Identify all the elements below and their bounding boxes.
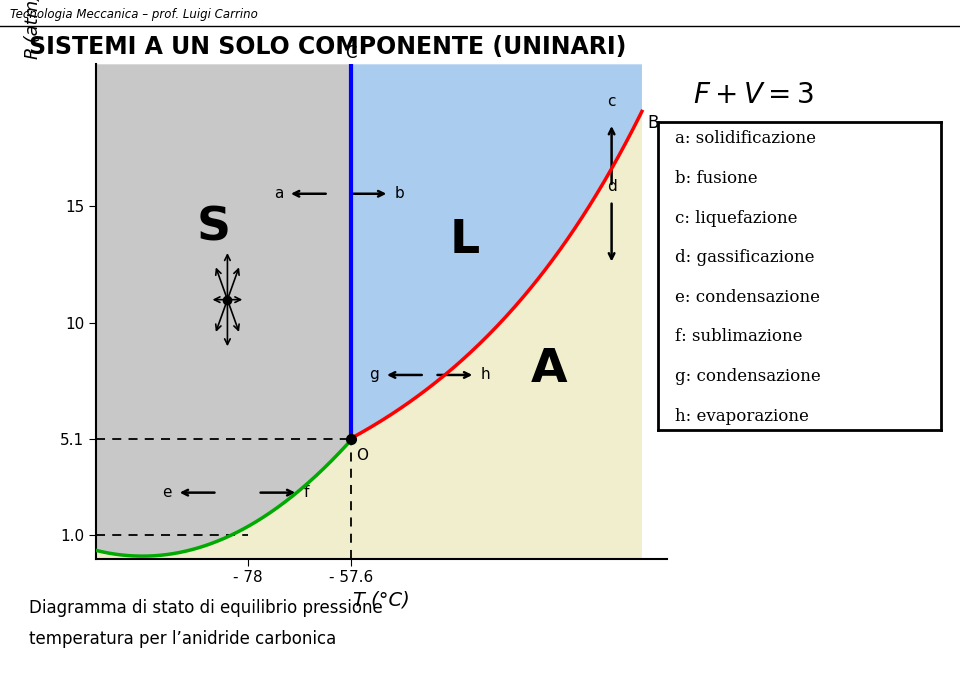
Text: P (atm): P (atm): [24, 0, 42, 60]
Text: b: fusione: b: fusione: [675, 170, 757, 187]
Text: b: b: [395, 186, 404, 201]
Polygon shape: [96, 64, 350, 559]
X-axis label: T (°C): T (°C): [353, 591, 410, 610]
Polygon shape: [96, 112, 642, 559]
Text: C: C: [345, 44, 356, 62]
Polygon shape: [350, 64, 642, 439]
Text: $\it{F} + \it{V} = 3$: $\it{F} + \it{V} = 3$: [693, 81, 814, 109]
Text: SISTEMI A UN SOLO COMPONENTE (UNINARI): SISTEMI A UN SOLO COMPONENTE (UNINARI): [29, 35, 626, 59]
Text: f: f: [303, 485, 308, 500]
Text: a: solidificazione: a: solidificazione: [675, 130, 816, 148]
Text: a: a: [274, 186, 283, 201]
Text: A: A: [531, 347, 567, 392]
Text: h: evaporazione: h: evaporazione: [675, 408, 808, 424]
Text: e: e: [162, 485, 172, 500]
Text: L: L: [450, 217, 480, 263]
Text: d: d: [607, 179, 616, 194]
Text: temperatura per l’anidride carbonica: temperatura per l’anidride carbonica: [29, 630, 336, 648]
Text: g: g: [370, 368, 379, 383]
Text: c: liquefazione: c: liquefazione: [675, 209, 797, 227]
Text: d: gassificazione: d: gassificazione: [675, 249, 814, 266]
Text: Diagramma di stato di equilibrio pressione: Diagramma di stato di equilibrio pressio…: [29, 599, 382, 617]
Text: O: O: [356, 448, 369, 463]
Text: c: c: [608, 94, 616, 109]
Text: e: condensazione: e: condensazione: [675, 288, 820, 306]
Text: S: S: [197, 206, 231, 250]
Text: B: B: [647, 114, 659, 132]
Text: g: condensazione: g: condensazione: [675, 368, 821, 385]
Text: h: h: [480, 368, 490, 383]
Text: Tecnologia Meccanica – prof. Luigi Carrino: Tecnologia Meccanica – prof. Luigi Carri…: [10, 8, 257, 21]
Text: f: sublimazione: f: sublimazione: [675, 328, 803, 345]
